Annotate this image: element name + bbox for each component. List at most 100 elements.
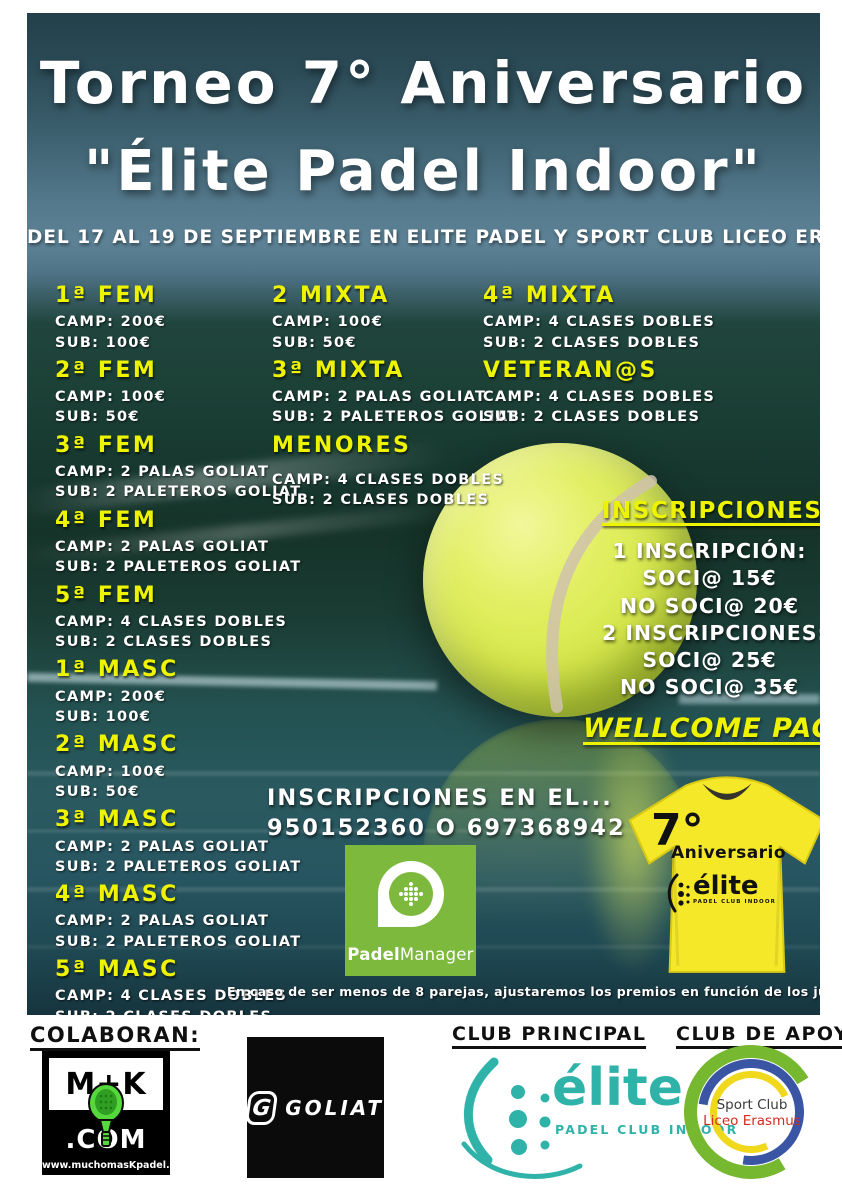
category-camp: CAMP: 4 CLASES DOBLES — [483, 389, 716, 406]
mk-website-url: www.muchomasKpadel.com — [42, 1160, 192, 1171]
wellcome-pack-tshirt: 7° Aniversario élite PADEL CLUB INDOOR — [613, 761, 820, 976]
goliat-sponsor-logo: G GOLIAT — [244, 1037, 384, 1178]
category-name: 4ª MIXTA — [483, 283, 616, 308]
category-camp: CAMP: 2 PALAS GOLIAT — [55, 464, 270, 481]
tshirt-elite-logo: élite PADEL CLUB INDOOR — [665, 873, 801, 915]
category-sub: SUB: 2 CLASES DOBLES — [55, 634, 273, 651]
category-item: 2ª MASC CAMP: 100€ SUB: 50€ — [55, 732, 273, 802]
elite-swoosh-icon — [461, 1057, 583, 1179]
category-sub: SUB: 2 PALETEROS GOLIAT — [272, 409, 519, 426]
inscriptions-heading: INSCRIPCIONES — [602, 498, 820, 524]
elite-club-logo: élite PADEL CLUB INDOOR — [448, 1056, 736, 1184]
categories-column-2: 2 MIXTA CAMP: 100€ SUB: 50€ 3ª MIXTA CAM… — [272, 283, 519, 516]
poster-subtitle: DEL 17 AL 19 DE SEPTIEMBRE EN ELITE PADE… — [27, 227, 820, 248]
categories-column-3: 4ª MIXTA CAMP: 4 CLASES DOBLES SUB: 2 CL… — [483, 283, 728, 433]
category-camp: CAMP: 200€ — [55, 314, 167, 331]
elite-caption: PADEL CLUB INDOOR — [555, 1122, 739, 1137]
inscription-line: SOCI@ 15€ — [642, 566, 777, 591]
category-item: 5ª FEM CAMP: 4 CLASES DOBLES SUB: 2 CLAS… — [55, 582, 288, 653]
category-name: 3ª FEM — [55, 432, 158, 458]
contact-block: INSCRIPCIONES EN EL... 950152360 O 69736… — [267, 783, 626, 844]
poster-title-line1: Torneo 7° Aniversario — [39, 49, 808, 117]
category-camp: CAMP: 2 PALAS GOLIAT — [55, 538, 270, 555]
category-name: 4ª FEM — [55, 507, 158, 533]
category-camp: CAMP: 2 PALAS GOLIAT — [55, 838, 270, 855]
category-name: 4ª MASC — [55, 882, 179, 908]
padelmanager-logo: PadelManager — [345, 845, 476, 976]
club-principal-label: CLUB PRINCIPAL — [452, 1023, 647, 1049]
category-item: 2ª FEM CAMP: 100€ SUB: 50€ — [55, 358, 273, 428]
padelmanager-wordmark-rest: Manager — [399, 945, 474, 964]
category-camp: CAMP: 4 CLASES DOBLES — [55, 988, 288, 1005]
liceo-erasmus-text: Liceo Erasmus — [703, 1113, 801, 1129]
category-item: 4ª MASC CAMP: 2 PALAS GOLIAT SUB: 2 PALE… — [55, 882, 302, 952]
category-name: 5ª MASC — [55, 957, 179, 983]
mk-sponsor-logo: M+K .COM www.muchomasKpadel.com — [42, 1051, 192, 1175]
padel-racket-icon — [88, 1083, 124, 1147]
category-camp: CAMP: 4 CLASES DOBLES — [55, 613, 288, 630]
category-name: MENORES — [272, 432, 412, 458]
category-item: 4ª MIXTA CAMP: 4 CLASES DOBLES SUB: 2 CL… — [483, 283, 728, 353]
liceo-sport-club-text: Sport Club — [716, 1097, 788, 1113]
tshirt-print: 7° Aniversario élite PADEL CLUB INDOOR — [651, 809, 801, 915]
category-sub: SUB: 100€ — [55, 334, 152, 351]
inscription-line: SOCI@ 25€ — [642, 648, 777, 672]
category-item: 1ª FEM CAMP: 200€ SUB: 100€ — [55, 283, 273, 353]
inscription-line: NO SOCI@ 20€ — [619, 593, 799, 618]
category-sub: SUB: 50€ — [55, 783, 140, 800]
category-item: 2 MIXTA CAMP: 100€ SUB: 50€ — [272, 283, 497, 353]
contact-phone-numbers: 950152360 O 697368942 — [267, 815, 626, 842]
tennis-ball-seam — [546, 475, 657, 713]
category-name: 2 MIXTA — [272, 283, 390, 308]
tshirt-elite-caption: PADEL CLUB INDOOR — [693, 899, 776, 905]
category-sub: SUB: 50€ — [55, 409, 140, 426]
goliat-wordmark: GOLIAT — [285, 1095, 384, 1120]
category-item: VETERAN@S CAMP: 4 CLASES DOBLES SUB: 2 C… — [483, 358, 728, 428]
category-name: 1ª FEM — [55, 283, 158, 308]
tshirt-shape — [628, 776, 820, 973]
category-sub: SUB: 2 PALETEROS GOLIAT — [55, 559, 302, 576]
category-sub: SUB: 2 CLASES DOBLES — [55, 1007, 273, 1015]
category-sub: SUB: 2 CLASES DOBLES — [483, 334, 701, 351]
poster-title-line2: "Élite Padel Indoor" — [84, 139, 763, 204]
goliat-g-icon: G — [244, 1090, 279, 1125]
category-camp: CAMP: 4 CLASES DOBLES — [483, 314, 716, 331]
contact-line1: INSCRIPCIONES EN EL... — [267, 785, 613, 811]
category-item: MENORES CAMP: 4 CLASES DOBLES SUB: 2 CLA… — [272, 432, 505, 511]
tshirt-elite-wordmark: élite — [693, 871, 759, 901]
category-sub: SUB: 2 PALETEROS GOLIAT — [55, 933, 302, 950]
colaboran-label: COLABORAN: — [30, 1023, 201, 1051]
category-sub: SUB: 100€ — [55, 709, 152, 726]
category-name: VETERAN@S — [483, 357, 658, 383]
category-name: 1ª MASC — [55, 657, 179, 683]
category-camp: CAMP: 2 PALAS GOLIAT — [55, 913, 270, 930]
category-name: 2ª FEM — [55, 357, 158, 383]
category-camp: CAMP: 100€ — [55, 389, 167, 406]
category-name: 3ª MIXTA — [272, 357, 405, 383]
inscription-line: NO SOCI@ 35€ — [619, 675, 799, 700]
category-name: 5ª FEM — [55, 582, 158, 608]
category-sub: SUB: 2 CLASES DOBLES — [483, 409, 701, 426]
padelmanager-wordmark: PadelManager — [345, 945, 476, 964]
categories-column-1: 1ª FEM CAMP: 200€ SUB: 100€ 2ª FEM CAMP:… — [55, 283, 302, 1015]
inscription-line: 1 INSCRIPCIÓN: — [612, 539, 807, 563]
category-sub: SUB: 50€ — [272, 334, 357, 351]
category-item: 3ª MASC CAMP: 2 PALAS GOLIAT SUB: 2 PALE… — [55, 807, 302, 877]
tshirt-anniversary-number: 7° — [651, 805, 704, 856]
tournament-poster: Torneo 7° Aniversario "Élite Padel Indoo… — [27, 13, 820, 1015]
category-sub: SUB: 2 PALETEROS GOLIAT — [55, 858, 302, 875]
elite-wordmark: élite — [552, 1058, 684, 1118]
category-item: 1ª MASC CAMP: 200€ SUB: 100€ — [55, 657, 273, 727]
inscriptions-panel: INSCRIPCIONES 1 INSCRIPCIÓN: SOCI@ 15€ N… — [602, 498, 820, 702]
category-name: 3ª MASC — [55, 807, 179, 833]
category-item: 3ª FEM CAMP: 2 PALAS GOLIAT SUB: 2 PALET… — [55, 432, 300, 503]
wellcome-pack-heading: WELLCOME PACK — [583, 713, 820, 744]
padelmanager-wordmark-bold: Padel — [347, 945, 400, 964]
padelmanager-pin-center — [388, 872, 433, 916]
club-apoyo-label: CLUB DE APOYO — [676, 1023, 842, 1049]
category-camp: CAMP: 4 CLASES DOBLES — [272, 472, 505, 489]
category-camp: CAMP: 100€ — [55, 763, 167, 780]
category-item: 3ª MIXTA CAMP: 2 PALAS GOLIAT SUB: 2 PAL… — [272, 357, 519, 428]
liceo-logo-text: Sport Club Liceo Erasmus — [703, 1097, 801, 1129]
